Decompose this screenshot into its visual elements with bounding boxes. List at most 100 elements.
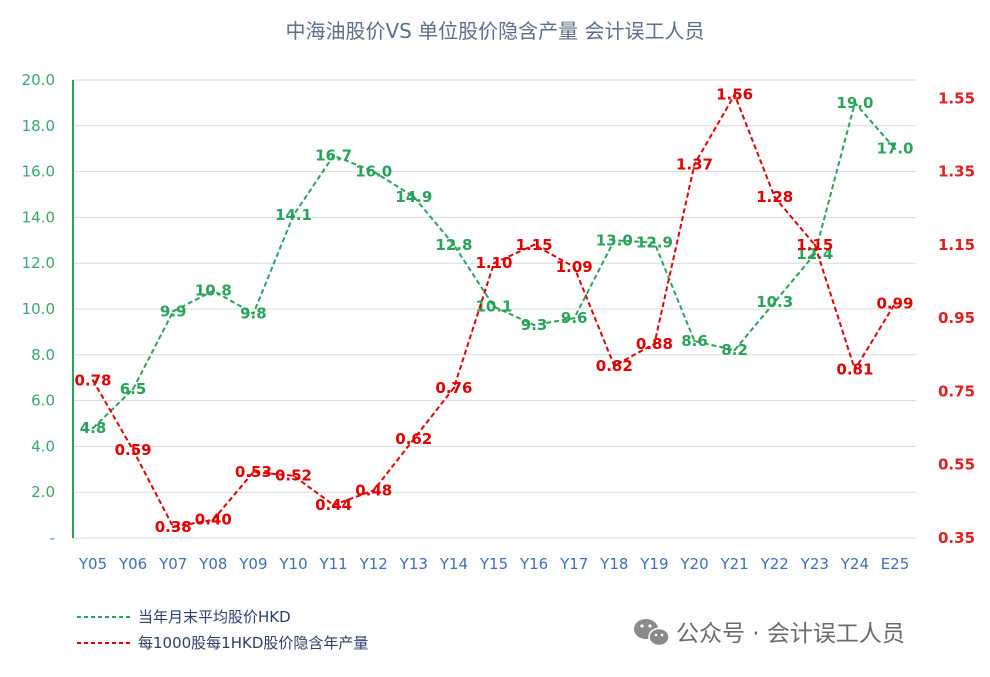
data-label: 8.6 [681, 332, 708, 350]
data-label: 0.62 [395, 430, 432, 448]
data-point [372, 170, 375, 173]
data-point [91, 379, 95, 382]
data-label: 0.53 [235, 463, 272, 481]
x-tick-label: Y22 [760, 555, 789, 573]
data-label: 1.28 [756, 188, 793, 206]
data-point [412, 437, 415, 441]
axes [72, 80, 916, 539]
series-line-production [92, 92, 896, 529]
data-point [131, 387, 135, 391]
right-tick-label: 1.15 [938, 236, 975, 254]
right-tick-label: 1.35 [938, 163, 975, 181]
data-label: 10.8 [195, 282, 232, 300]
data-point [212, 289, 215, 292]
x-tick-label: Y16 [519, 555, 548, 573]
data-point [332, 154, 335, 157]
data-point [853, 368, 857, 371]
data-label: 6.5 [120, 380, 147, 398]
series-line-price [92, 100, 896, 429]
data-label: 9.3 [521, 316, 548, 334]
data-point [252, 312, 255, 315]
data-point [693, 163, 696, 166]
x-tick-label: Y15 [479, 555, 508, 573]
wechat-icon [634, 619, 670, 647]
data-label: 14.9 [395, 188, 432, 206]
x-tick-label: E25 [881, 555, 910, 573]
data-point [853, 101, 857, 105]
x-tick-label: Y24 [840, 555, 869, 573]
x-tick-label: Y21 [719, 555, 748, 573]
left-tick-label: 18.0 [22, 117, 55, 135]
right-tick-label: 0.95 [938, 309, 975, 327]
x-tick-label: Y05 [78, 555, 107, 573]
data-point [452, 243, 456, 247]
data-point [332, 503, 335, 507]
data-label: 17.0 [876, 140, 913, 158]
data-label: 0.40 [195, 511, 232, 529]
data-label: 12.8 [435, 236, 472, 254]
data-point [653, 241, 656, 244]
x-axis-ticks: Y05 Y06 Y07 Y08 Y09 Y10 Y11 Y12 Y13 Y14 Y15 Y16 Y17 Y… [78, 555, 909, 573]
legend-label-production: 每1000股每1HKD股价隐含年产量 [138, 634, 368, 652]
data-point [532, 243, 536, 247]
right-tick-label: 0.35 [938, 529, 975, 547]
x-tick-label: Y06 [118, 555, 147, 573]
data-point [172, 525, 175, 529]
data-label: 1.15 [796, 236, 833, 254]
data-label: 0.48 [355, 481, 392, 499]
data-point [773, 300, 776, 304]
left-tick-label: 20.0 [22, 71, 55, 89]
watermark-text: 公众号 · 会计误工人员 [676, 621, 905, 647]
data-label: 0.78 [74, 371, 111, 389]
x-tick-label: Y12 [359, 555, 388, 573]
data-label: 14.1 [275, 206, 312, 224]
data-label: 10.1 [475, 298, 512, 316]
data-point [613, 239, 616, 242]
data-label: 10.3 [756, 293, 793, 311]
legend: 当年月末平均股价HKD 每1000股每1HKD股价隐含年产量 [77, 608, 368, 652]
left-tick-label: 4.0 [31, 437, 55, 455]
x-tick-label: Y09 [238, 555, 267, 573]
data-point [292, 213, 295, 217]
data-label: 0.44 [315, 496, 352, 514]
data-label: 9.6 [561, 309, 588, 327]
data-point [172, 310, 175, 313]
data-label: 0.88 [636, 335, 673, 353]
data-label: 16.7 [315, 147, 352, 165]
data-label: 0.38 [155, 518, 192, 536]
left-tick-label: 6.0 [31, 392, 55, 410]
data-point [91, 426, 95, 430]
x-tick-label: Y23 [800, 555, 829, 573]
right-axis-ticks: 0.35 0.55 0.75 0.95 1.15 1.35 1.55 [938, 89, 975, 547]
left-tick-label: 16.0 [22, 163, 55, 181]
data-label: 12.9 [636, 234, 673, 252]
x-tick-label: Y08 [198, 555, 227, 573]
data-point [372, 489, 375, 492]
right-tick-label: 0.75 [938, 382, 975, 400]
data-point [813, 252, 816, 256]
data-point [131, 448, 135, 452]
x-tick-label: Y20 [679, 555, 708, 573]
data-point [733, 93, 736, 96]
data-label: 1.37 [676, 155, 713, 173]
x-tick-label: Y18 [599, 555, 628, 573]
data-point [733, 349, 736, 352]
data-point [252, 470, 255, 474]
data-label: 19.0 [836, 94, 873, 112]
data-point [653, 342, 656, 346]
x-tick-label: Y19 [639, 555, 668, 573]
data-point [613, 364, 616, 367]
left-tick-label: 12.0 [22, 254, 55, 272]
data-label: 16.0 [355, 163, 392, 181]
left-tick-label: 8.0 [31, 346, 55, 364]
series-group: 4.8 6.5 9.9 10.8 9.8 14.1 16.716.014.9 12.8 10.1… [74, 86, 913, 536]
data-point [532, 323, 536, 327]
right-tick-label: 1.55 [938, 89, 975, 107]
data-point [893, 147, 897, 150]
data-label: 9.8 [240, 305, 267, 323]
data-point [773, 196, 776, 199]
data-label: 9.9 [160, 302, 187, 320]
data-point [893, 302, 897, 305]
data-label: 0.82 [596, 357, 633, 375]
